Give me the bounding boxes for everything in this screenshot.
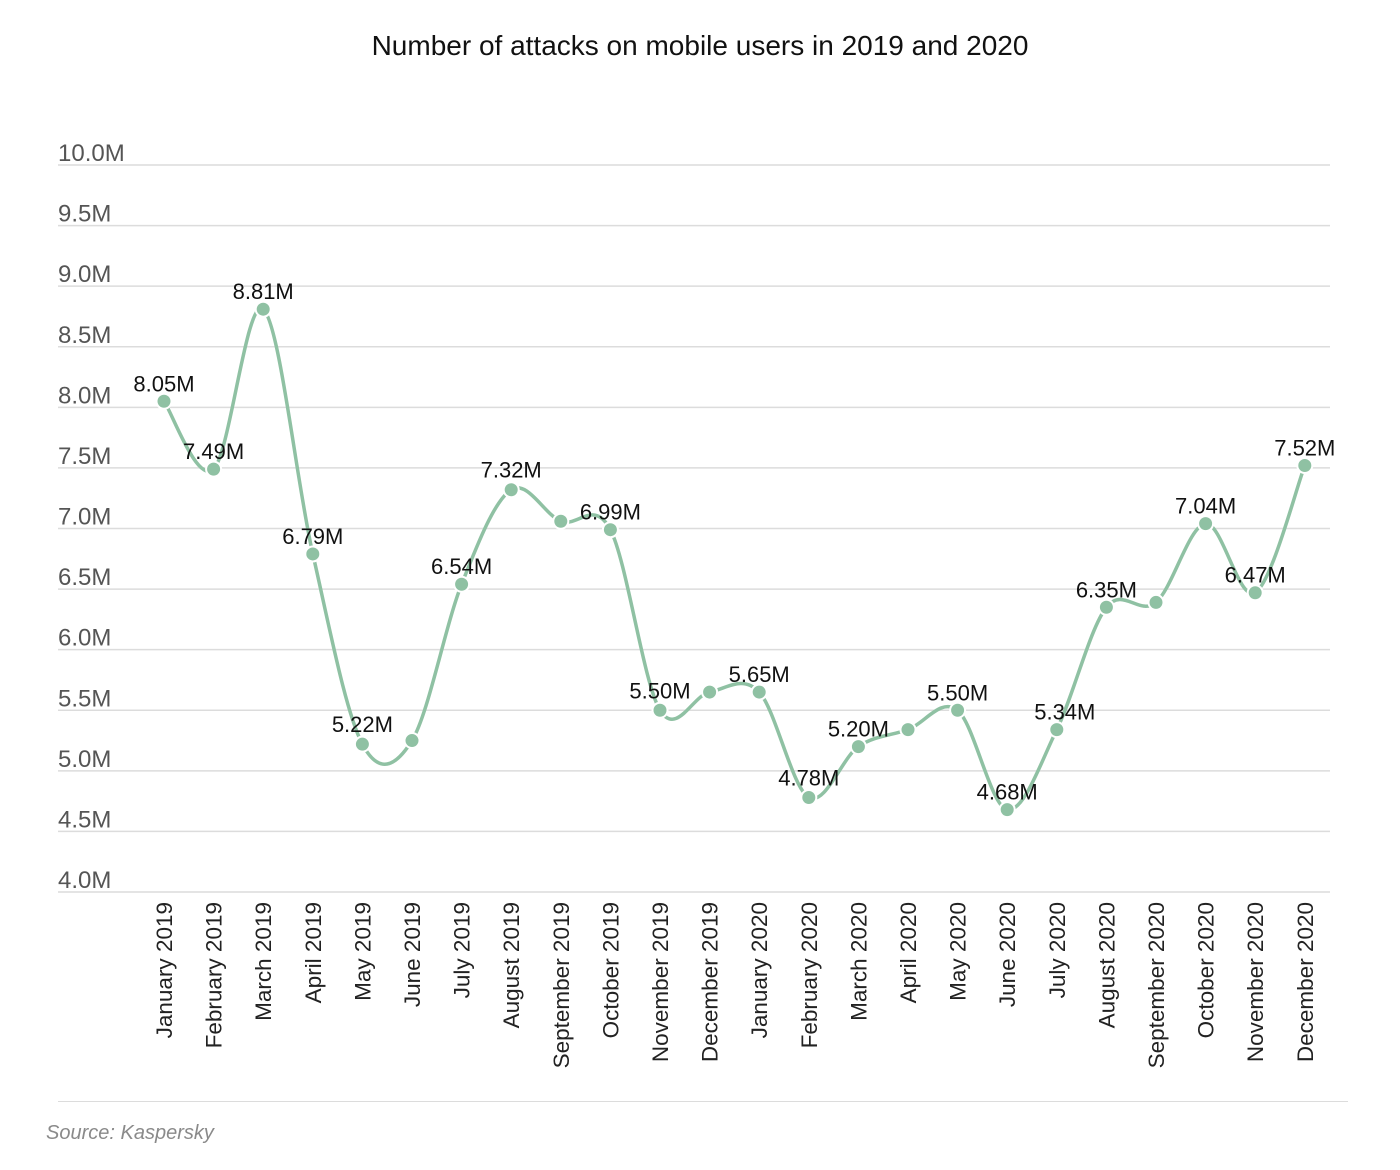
y-tick-label: 9.5M xyxy=(58,201,111,228)
data-point xyxy=(1197,515,1215,533)
x-tick-label: February 2020 xyxy=(797,902,822,1048)
data-point xyxy=(205,460,223,478)
data-label: 8.05M xyxy=(133,371,194,396)
data-point xyxy=(849,738,867,756)
data-point xyxy=(453,575,471,593)
data-label: 5.22M xyxy=(332,712,393,737)
data-point xyxy=(403,732,421,750)
data-label: 5.50M xyxy=(927,680,988,705)
data-point xyxy=(1147,593,1165,611)
y-tick-label: 8.0M xyxy=(58,382,111,409)
x-axis-ticks: January 2019 February 2019 March 2019 April… xyxy=(152,902,1318,1068)
data-point xyxy=(353,735,371,753)
x-tick-label: April 2020 xyxy=(896,902,921,1003)
y-tick-label: 10.0M xyxy=(58,140,125,167)
y-tick-label: 9.0M xyxy=(58,261,111,288)
x-tick-label: June 2019 xyxy=(400,902,425,1007)
y-tick-label: 5.5M xyxy=(58,685,111,712)
data-point xyxy=(502,481,520,499)
data-label: 6.35M xyxy=(1076,577,1137,602)
data-point xyxy=(552,512,570,530)
data-point xyxy=(1048,721,1066,739)
data-point xyxy=(304,545,322,563)
data-point xyxy=(1246,584,1264,602)
data-label: 4.78M xyxy=(778,765,839,790)
data-label: 6.99M xyxy=(580,500,641,525)
data-point xyxy=(701,683,719,701)
data-point xyxy=(1296,456,1314,474)
data-point xyxy=(949,701,967,719)
data-labels: 8.05M 7.49M 8.81M 6.79M 5.22M 6.54M 7.32M 6.99M… xyxy=(133,279,1335,804)
x-tick-label: December 2019 xyxy=(698,902,723,1062)
data-label: 5.50M xyxy=(629,678,690,703)
y-tick-label: 4.5M xyxy=(58,806,111,833)
data-point xyxy=(254,300,272,318)
line-chart: 4.0M 4.5M 5.0M 5.5M 6.0M 6.5M 7.0M 7.5M 8.0M 8.5M… xyxy=(58,140,1335,1068)
data-label: 7.32M xyxy=(481,458,542,483)
chart-title: Number of attacks on mobile users in 201… xyxy=(371,30,1029,61)
gridlines xyxy=(58,164,1330,893)
data-point xyxy=(1097,598,1115,616)
x-tick-label: September 2019 xyxy=(549,902,574,1068)
x-tick-label: April 2019 xyxy=(301,902,326,1003)
x-tick-label: July 2019 xyxy=(450,902,475,998)
data-label: 4.68M xyxy=(977,780,1038,805)
data-point xyxy=(155,392,173,410)
data-point xyxy=(998,801,1016,819)
data-label: 7.04M xyxy=(1175,494,1236,519)
data-point xyxy=(800,788,818,806)
x-tick-label: May 2019 xyxy=(350,902,375,1001)
data-point xyxy=(750,683,768,701)
data-label: 8.81M xyxy=(233,279,294,304)
data-label: 5.34M xyxy=(1034,700,1095,725)
x-tick-label: January 2019 xyxy=(152,902,177,1038)
y-tick-label: 5.0M xyxy=(58,746,111,773)
x-tick-label: February 2019 xyxy=(202,902,227,1048)
x-tick-label: January 2020 xyxy=(747,902,772,1038)
data-label: 6.47M xyxy=(1225,563,1286,588)
y-tick-label: 7.5M xyxy=(58,443,111,470)
data-label: 7.52M xyxy=(1274,435,1335,460)
y-tick-label: 7.0M xyxy=(58,504,111,531)
data-label: 6.54M xyxy=(431,554,492,579)
data-label: 5.65M xyxy=(729,662,790,687)
data-label: 5.20M xyxy=(828,717,889,742)
x-tick-label: September 2020 xyxy=(1144,902,1169,1068)
x-tick-label: March 2020 xyxy=(846,902,871,1021)
x-tick-label: October 2020 xyxy=(1194,902,1219,1038)
source-note: Source: Kaspersky xyxy=(46,1122,214,1144)
x-tick-label: August 2019 xyxy=(499,902,524,1028)
y-axis-ticks: 4.0M 4.5M 5.0M 5.5M 6.0M 6.5M 7.0M 7.5M 8.0M 8.5M… xyxy=(58,140,125,894)
footer-divider xyxy=(58,1101,1348,1102)
data-label: 6.79M xyxy=(282,524,343,549)
x-tick-label: November 2019 xyxy=(648,902,673,1062)
x-tick-label: June 2020 xyxy=(995,902,1020,1007)
x-tick-label: October 2019 xyxy=(598,902,623,1038)
x-tick-label: May 2020 xyxy=(946,902,971,1001)
y-tick-label: 6.5M xyxy=(58,564,111,591)
y-tick-label: 8.5M xyxy=(58,322,111,349)
x-tick-label: July 2020 xyxy=(1045,902,1070,998)
x-tick-label: March 2019 xyxy=(251,902,276,1021)
data-point xyxy=(601,521,619,539)
data-label: 7.49M xyxy=(183,439,244,464)
y-tick-label: 4.0M xyxy=(58,867,111,894)
x-tick-label: December 2020 xyxy=(1293,902,1318,1062)
data-point xyxy=(651,701,669,719)
data-points xyxy=(155,300,1314,819)
x-tick-label: November 2020 xyxy=(1243,902,1268,1062)
data-point xyxy=(899,721,917,739)
y-tick-label: 6.0M xyxy=(58,625,111,652)
x-tick-label: August 2020 xyxy=(1094,902,1119,1028)
